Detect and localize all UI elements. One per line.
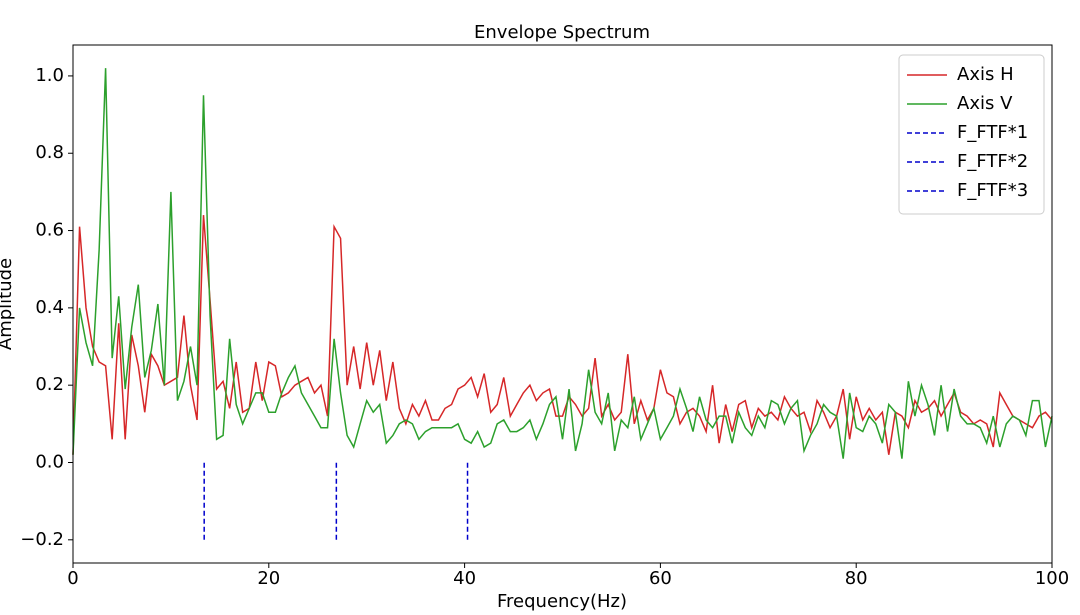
legend-label: F_FTF*1 xyxy=(957,122,1028,143)
legend-box xyxy=(898,54,1045,215)
legend-label: F_FTF*3 xyxy=(957,180,1028,201)
series-line xyxy=(72,68,1053,459)
x-tick-label: 100 xyxy=(1035,568,1069,589)
x-tick-label: 40 xyxy=(453,568,476,589)
y-tick-label: 0.0 xyxy=(35,451,64,472)
y-tick-label: −0.2 xyxy=(20,529,64,550)
legend-label: Axis H xyxy=(957,64,1014,85)
legend-label: Axis V xyxy=(957,93,1013,114)
x-tick-label: 20 xyxy=(257,568,280,589)
plot-frame xyxy=(72,44,1053,564)
y-tick-label: 0.6 xyxy=(35,220,64,241)
legend: Axis H Axis V F_FTF*1 F_FTF*2 F_FTF*3 xyxy=(898,54,1045,215)
y-tick-label: 0.8 xyxy=(35,142,64,163)
series-line xyxy=(72,215,1053,455)
y-tick-label: 0.4 xyxy=(35,297,64,318)
chart-title: Envelope Spectrum xyxy=(474,22,650,43)
x-axis-label: Frequency(Hz) xyxy=(497,591,627,612)
x-tick-label: 60 xyxy=(649,568,672,589)
x-tick-label: 0 xyxy=(67,568,78,589)
y-axis-label: Amplitude xyxy=(0,258,16,350)
y-tick-label: 1.0 xyxy=(35,65,64,86)
x-tick-label: 80 xyxy=(845,568,868,589)
y-tick-label: 0.2 xyxy=(35,374,64,395)
legend-label: F_FTF*2 xyxy=(957,151,1028,172)
